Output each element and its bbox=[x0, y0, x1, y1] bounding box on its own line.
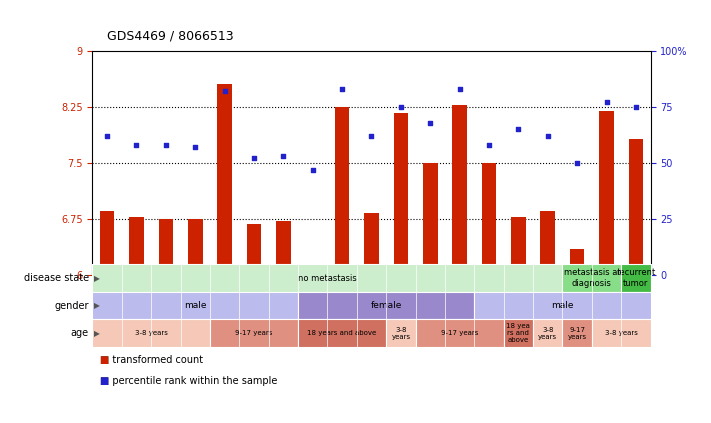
Bar bbox=[247, 224, 262, 275]
Text: 3-8 years: 3-8 years bbox=[135, 330, 168, 336]
Point bbox=[365, 132, 377, 139]
Text: ▶: ▶ bbox=[94, 301, 100, 310]
Text: metastasis at
diagnosis: metastasis at diagnosis bbox=[564, 269, 620, 288]
Point bbox=[307, 166, 319, 173]
Bar bbox=[100, 212, 114, 275]
Point bbox=[278, 153, 289, 159]
Text: 3-8
years: 3-8 years bbox=[538, 327, 557, 340]
Text: ■: ■ bbox=[100, 376, 109, 386]
Point bbox=[454, 85, 465, 92]
Text: 18 yea
rs and
above: 18 yea rs and above bbox=[506, 323, 530, 343]
Bar bbox=[393, 113, 408, 275]
Text: 3-8
years: 3-8 years bbox=[391, 327, 410, 340]
Text: 9-17 years: 9-17 years bbox=[441, 330, 479, 336]
Text: ■ percentile rank within the sample: ■ percentile rank within the sample bbox=[100, 376, 277, 386]
Text: recurrent
tumor: recurrent tumor bbox=[616, 269, 656, 288]
Text: age: age bbox=[71, 328, 89, 338]
Text: ▶: ▶ bbox=[94, 329, 100, 338]
Text: no metastasis: no metastasis bbox=[298, 274, 357, 283]
Text: 9-17
years: 9-17 years bbox=[567, 327, 587, 340]
Point bbox=[102, 132, 113, 139]
Point bbox=[572, 159, 583, 166]
Text: 18 years and above: 18 years and above bbox=[307, 330, 377, 336]
Bar bbox=[306, 273, 320, 275]
Bar bbox=[511, 217, 525, 275]
Point bbox=[336, 85, 348, 92]
Text: male: male bbox=[184, 301, 206, 310]
Point bbox=[483, 142, 495, 148]
Bar bbox=[599, 110, 614, 275]
Point bbox=[160, 142, 171, 148]
Text: disease state: disease state bbox=[23, 273, 89, 283]
Text: gender: gender bbox=[54, 301, 89, 310]
Text: GDS4469 / 8066513: GDS4469 / 8066513 bbox=[107, 29, 233, 42]
Point bbox=[248, 155, 260, 162]
Point bbox=[513, 126, 524, 133]
Text: female: female bbox=[370, 301, 402, 310]
Point bbox=[190, 144, 201, 151]
Bar bbox=[188, 219, 203, 275]
Text: ■: ■ bbox=[100, 354, 109, 365]
Bar bbox=[218, 84, 232, 275]
Point bbox=[542, 132, 553, 139]
Bar bbox=[629, 139, 643, 275]
Text: 3-8 years: 3-8 years bbox=[605, 330, 638, 336]
Text: ▶: ▶ bbox=[94, 274, 100, 283]
Bar bbox=[481, 163, 496, 275]
Bar bbox=[423, 163, 437, 275]
Bar bbox=[570, 249, 584, 275]
Bar bbox=[540, 212, 555, 275]
Bar bbox=[335, 107, 350, 275]
Point bbox=[395, 104, 407, 110]
Point bbox=[630, 104, 641, 110]
Text: male: male bbox=[551, 301, 574, 310]
Point bbox=[424, 119, 436, 126]
Bar bbox=[129, 217, 144, 275]
Bar bbox=[364, 213, 379, 275]
Text: 9-17 years: 9-17 years bbox=[235, 330, 273, 336]
Point bbox=[131, 142, 142, 148]
Bar bbox=[452, 104, 467, 275]
Point bbox=[219, 88, 230, 94]
Bar bbox=[159, 219, 173, 275]
Bar bbox=[276, 221, 291, 275]
Point bbox=[601, 99, 612, 106]
Text: ■ transformed count: ■ transformed count bbox=[100, 354, 203, 365]
